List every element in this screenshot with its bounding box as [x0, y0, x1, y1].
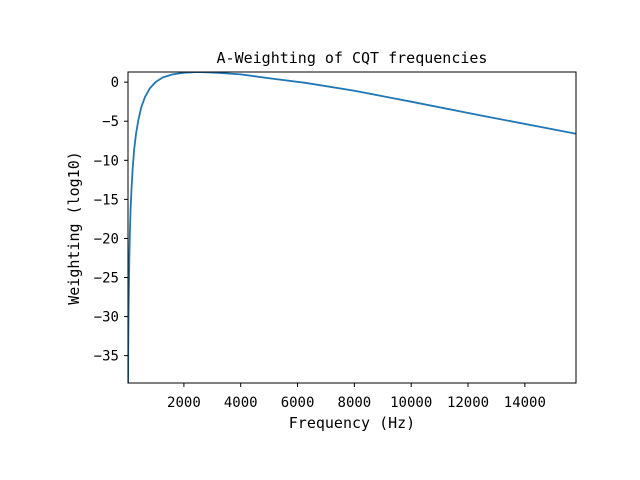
- y-tick-label: −20: [94, 231, 119, 247]
- y-tick-label: −5: [102, 114, 119, 130]
- x-tick-label: 2000: [167, 395, 201, 411]
- x-tick-label: 14000: [504, 395, 546, 411]
- x-tick-label: 10000: [390, 395, 432, 411]
- y-tick-label: −15: [94, 192, 119, 208]
- x-tick-label: 6000: [281, 395, 315, 411]
- y-tick-label: −35: [94, 349, 119, 365]
- x-tick-label: 4000: [224, 395, 258, 411]
- y-tick-label: −30: [94, 310, 119, 326]
- y-axis-label: Weighting (log10): [65, 151, 83, 305]
- x-tick-label: 12000: [447, 395, 489, 411]
- series-line: [128, 72, 576, 383]
- x-axis-label: Frequency (Hz): [289, 414, 415, 432]
- x-axis-ticks: 2000 4000 6000 8000 10000 12000 14000: [167, 383, 546, 411]
- y-tick-label: 0: [111, 75, 119, 91]
- series-layer: [128, 72, 576, 383]
- y-tick-label: −25: [94, 271, 119, 287]
- plot-frame: [127, 71, 577, 384]
- y-tick-label: −10: [94, 153, 119, 169]
- chart-title: A-Weighting of CQT frequencies: [217, 49, 488, 67]
- y-axis-ticks: 0 −5 −10 −15 −20 −25 −30 −35: [94, 75, 128, 365]
- x-tick-label: 8000: [338, 395, 372, 411]
